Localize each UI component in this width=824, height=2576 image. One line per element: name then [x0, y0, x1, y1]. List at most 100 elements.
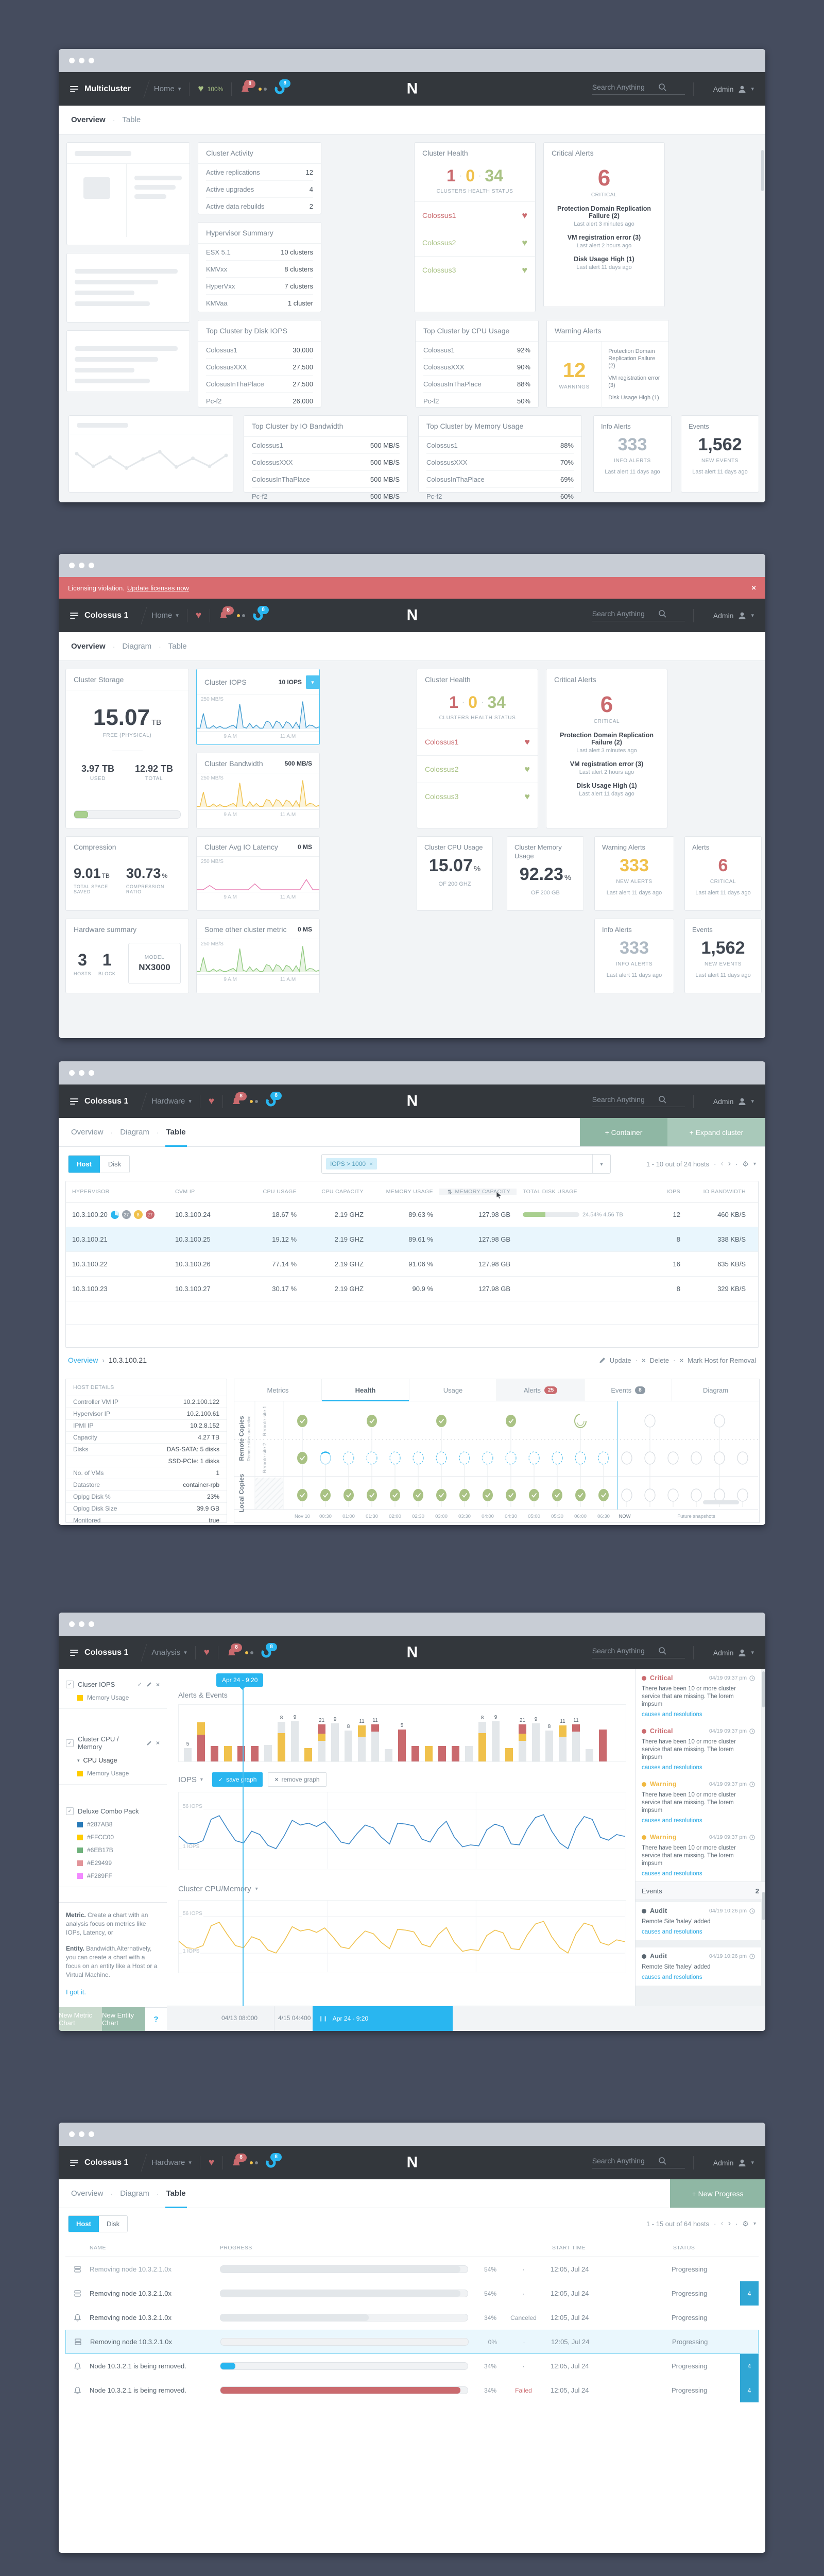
- hamburger-menu-icon[interactable]: [70, 1097, 78, 1106]
- column-header-progress[interactable]: PROGRESS: [220, 2245, 252, 2251]
- user-avatar-icon[interactable]: [737, 84, 747, 94]
- help-button[interactable]: ?: [145, 2007, 167, 2031]
- column-header-start-time[interactable]: START TIME: [552, 2245, 586, 2251]
- heart-health-icon[interactable]: ♥: [208, 1095, 215, 1107]
- list-item[interactable]: Pc-f2 50%: [423, 393, 530, 409]
- pause-icon[interactable]: ❙❙: [319, 2015, 328, 2022]
- column-header[interactable]: TOTAL DISK USAGE: [517, 1189, 650, 1195]
- search-icon[interactable]: [658, 83, 666, 91]
- iops-dropdown[interactable]: IOPS ▾: [178, 1775, 203, 1784]
- chevron-down-icon[interactable]: ▾: [306, 675, 319, 689]
- search-icon[interactable]: [658, 1095, 666, 1104]
- remove-graph-button[interactable]: × remove graph: [268, 1772, 327, 1787]
- hamburger-menu-icon[interactable]: [70, 84, 78, 94]
- search-icon[interactable]: [658, 1647, 666, 1655]
- alert-card[interactable]: Critical 04/19 09:37 pm There have been 10…: [636, 1722, 761, 1776]
- nav-menu-dropdown[interactable]: Home ▾: [151, 611, 179, 620]
- bar-column[interactable]: 11: [572, 1707, 580, 1761]
- tasks-spinner-button[interactable]: 8: [265, 1091, 282, 1107]
- traffic-dot-icon[interactable]: [69, 1070, 75, 1076]
- cluster-health-row[interactable]: Colossus3 ♥: [415, 256, 535, 283]
- tasks-spinner-button[interactable]: 8: [261, 1642, 278, 1658]
- settings-gear-icon[interactable]: ⚙: [742, 1159, 749, 1168]
- remove-host-icon[interactable]: ×: [679, 1356, 684, 1364]
- remove-filter-icon[interactable]: ×: [369, 1160, 373, 1167]
- user-avatar-icon[interactable]: [737, 1097, 747, 1106]
- search-input[interactable]: Search Anything: [592, 1647, 685, 1658]
- pencil-icon[interactable]: [146, 1740, 152, 1746]
- bar-column[interactable]: [304, 1707, 312, 1761]
- got-it-link[interactable]: I got it.: [66, 1988, 87, 1996]
- alert-card[interactable]: Critical 04/19 09:37 pm There have been 10…: [636, 1669, 761, 1723]
- alert-link[interactable]: causes and resolutions: [642, 1974, 702, 1980]
- pencil-icon[interactable]: [599, 1357, 606, 1364]
- task-row[interactable]: Node 10.3.2.1 is being removed. 34% Failed…: [65, 2378, 759, 2402]
- delete-icon[interactable]: ×: [641, 1356, 646, 1364]
- filter-dropdown[interactable]: ▾: [592, 1155, 610, 1173]
- alert-link[interactable]: causes and resolutions: [642, 1929, 702, 1935]
- list-item[interactable]: ColossusXXX 27,500: [206, 359, 313, 376]
- list-item[interactable]: Active upgrades 4: [206, 181, 313, 198]
- task-row[interactable]: Removing node 10.3.2.1.0x 34% Canceled 12:0…: [65, 2306, 759, 2330]
- list-item[interactable]: ColosusInThaPlace 88%: [423, 376, 530, 393]
- remove-chart-icon[interactable]: ×: [156, 1739, 160, 1747]
- user-menu[interactable]: Admin ▾: [713, 611, 754, 620]
- cpu-chart-header[interactable]: Cluster CPU/Memory ▾: [178, 1885, 258, 1893]
- alert-link[interactable]: causes and resolutions: [642, 1818, 702, 1824]
- bar-column[interactable]: 21: [318, 1707, 325, 1761]
- panel-subitem[interactable]: ▾ CPU Usage: [77, 1757, 160, 1764]
- alert-entry[interactable]: Protection Domain Replication Failure (2…: [546, 732, 667, 754]
- column-header-name[interactable]: NAME: [90, 2245, 106, 2251]
- page-next-icon[interactable]: ›: [728, 2219, 731, 2228]
- traffic-dot-icon[interactable]: [79, 563, 84, 568]
- search-icon[interactable]: [658, 609, 666, 618]
- list-item[interactable]: KMVxx 8 clusters: [206, 261, 313, 278]
- user-avatar-icon[interactable]: [737, 1648, 747, 1657]
- filter-chip[interactable]: IOPS > 1000 ×: [326, 1158, 377, 1170]
- bar-column[interactable]: 8: [545, 1707, 553, 1761]
- bar-column[interactable]: [465, 1707, 473, 1761]
- alert-entry[interactable]: Disk Usage High (1) Last alert 11 days ag…: [544, 256, 664, 270]
- search-icon[interactable]: [658, 2157, 666, 2165]
- traffic-dot-icon[interactable]: [69, 58, 75, 63]
- bar-column[interactable]: [452, 1707, 459, 1761]
- user-avatar-icon[interactable]: [737, 2158, 747, 2167]
- nav-menu-dropdown[interactable]: Home ▾: [154, 84, 181, 93]
- user-menu[interactable]: Admin ▾: [713, 1648, 754, 1657]
- new-entity-chart-button[interactable]: New Entity Chart: [102, 2007, 145, 2031]
- list-item[interactable]: Pc-f2 60%: [426, 488, 574, 502]
- health-indicator[interactable]: ♥: [204, 1647, 210, 1658]
- check-icon[interactable]: ✓: [137, 1682, 142, 1688]
- health-indicator[interactable]: ♥: [209, 1096, 214, 1107]
- list-item[interactable]: Colossus1 500 MB/S: [252, 437, 400, 454]
- detail-tab-metrics[interactable]: Metrics: [234, 1379, 322, 1401]
- hamburger-menu-icon[interactable]: [70, 1648, 78, 1657]
- bar-column[interactable]: 11: [559, 1707, 566, 1761]
- cluster-health-row[interactable]: Colossus3 ♥: [417, 783, 538, 810]
- traffic-dot-icon[interactable]: [89, 2131, 94, 2137]
- bar-column[interactable]: [385, 1707, 392, 1761]
- alert-link[interactable]: causes and resolutions: [642, 1765, 702, 1771]
- page-prev-icon[interactable]: ‹: [720, 1159, 724, 1168]
- cluster-link[interactable]: Colossus2: [425, 765, 459, 773]
- bar-column[interactable]: [197, 1707, 205, 1761]
- bar-column[interactable]: [411, 1707, 419, 1761]
- timeline-handle[interactable]: ❙❙ Apr 24 - 9:20: [313, 2006, 453, 2031]
- table-row[interactable]: 10.3.100.20 27 8 27 10.3.100.24 18.67 % 2.19 G…: [66, 1202, 758, 1227]
- tab-overview[interactable]: Overview: [71, 115, 106, 124]
- table-row[interactable]: 10.3.100.23 10.3.100.27 30.17 % 2.19 GHZ 90.…: [66, 1277, 758, 1301]
- alert-card[interactable]: Warning 04/19 09:37 pm There have been 10 …: [636, 1828, 761, 1883]
- banner-link[interactable]: Update licenses now: [127, 584, 189, 592]
- cluster-link[interactable]: Colossus3: [422, 266, 456, 274]
- tab-diagram[interactable]: Diagram: [120, 2189, 149, 2198]
- list-item[interactable]: ColosusInThaPlace 69%: [426, 471, 574, 488]
- traffic-dot-icon[interactable]: [69, 1621, 75, 1627]
- list-item[interactable]: Colossus1 88%: [426, 437, 574, 454]
- table-row[interactable]: 10.3.100.21 10.3.100.25 19.12 % 2.19 GHZ 89.…: [66, 1227, 758, 1252]
- breadcrumb-root[interactable]: Overview: [68, 1356, 98, 1364]
- bar-column[interactable]: [505, 1707, 513, 1761]
- scrollbar-thumb[interactable]: [761, 150, 764, 191]
- cluster-link[interactable]: Colossus2: [422, 239, 456, 247]
- column-header[interactable]: CPU USAGE: [241, 1189, 303, 1195]
- search-input[interactable]: Search Anything: [592, 83, 685, 95]
